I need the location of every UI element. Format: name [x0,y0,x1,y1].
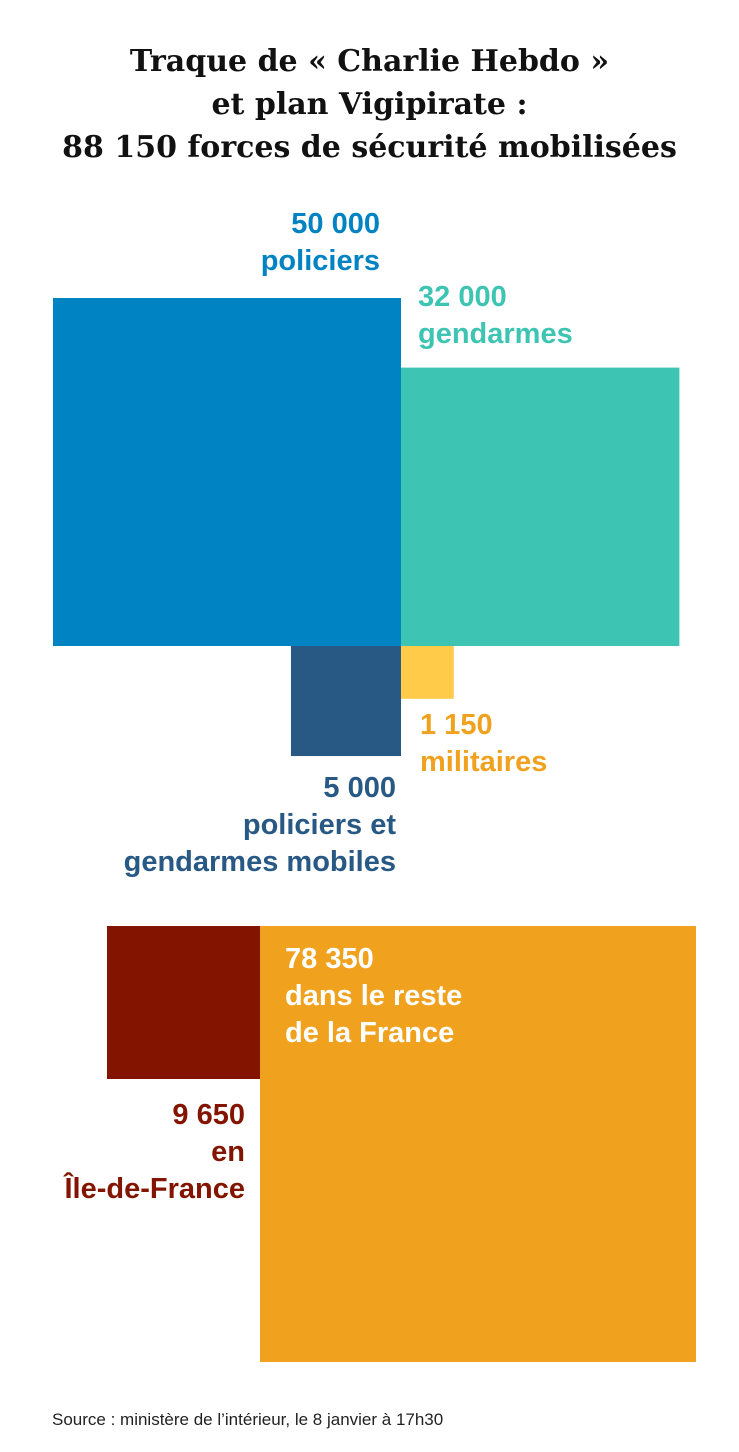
square-idf [106,926,261,1080]
square-mobiles [290,646,401,757]
value-label-france: 78 350 [285,943,374,975]
square-gendarmes [401,367,680,646]
label-idf: 9 650 en Île-de-France [40,1097,246,1208]
value-label-mobiles: 5 000 [323,772,396,804]
chart-title: Traque de « Charlie Hebdo » et plan Vigi… [0,40,739,169]
text-label-idf-1: en [211,1136,245,1168]
text-label-militaires: militaires [420,746,548,778]
text-label-mobiles-1: policiers et [242,809,396,841]
text-label-idf-2: Île-de-France [64,1173,246,1205]
text-label-gendarmes: gendarmes [418,318,573,350]
text-label-france-1: dans le reste [285,980,463,1012]
text-label-france-2: de la France [285,1017,455,1049]
square-france [260,926,696,1362]
source-note: Source : ministère de l’intérieur, le 8 … [52,1410,444,1429]
label-gendarmes: 32 000 gendarmes [418,279,573,353]
label-militaires: 1 150 militaires [420,707,547,781]
label-france: 78 350 dans le reste de la France [285,941,462,1052]
text-label-policiers: policiers [260,245,380,277]
value-label-militaires: 1 150 [420,709,493,741]
value-label-idf: 9 650 [172,1099,245,1131]
title-line-3: 88 150 forces de sécurité mobilisées [62,130,677,165]
title-line-1: Traque de « Charlie Hebdo » [129,44,610,79]
value-label-gendarmes: 32 000 [418,281,507,313]
text-label-mobiles-2: gendarmes mobiles [123,846,396,878]
label-policiers: 50 000 policiers [180,206,380,280]
square-militaires [401,646,454,699]
value-label-policiers: 50 000 [291,208,380,240]
label-mobiles: 5 000 policiers et gendarmes mobiles [60,770,396,881]
title-line-2: et plan Vigipirate : [211,87,528,122]
square-policiers [53,298,401,646]
